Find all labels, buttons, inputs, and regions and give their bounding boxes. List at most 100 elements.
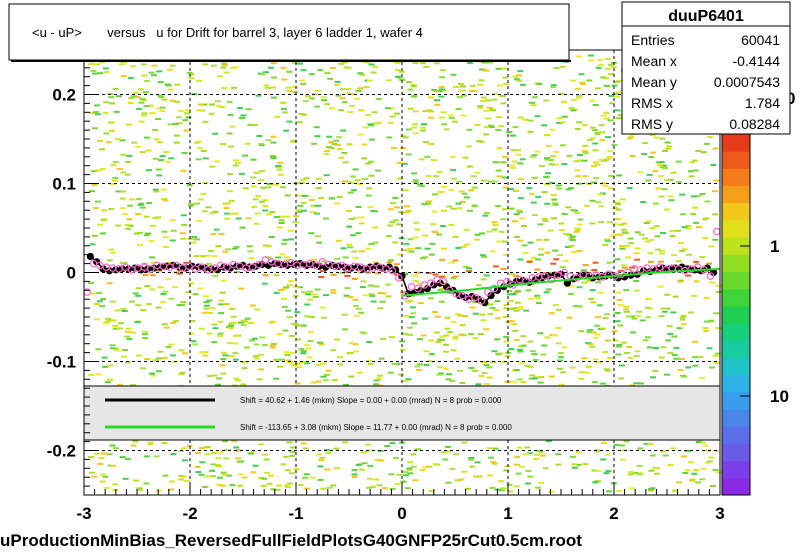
density-cell [351,250,358,253]
density-cell [503,340,510,343]
density-cell [112,327,119,330]
density-cell [399,78,406,81]
density-cell [367,449,373,452]
density-cell [220,484,227,487]
density-cell [627,473,634,476]
density-cell [489,250,496,253]
density-cell [691,472,698,475]
density-cell [561,100,568,103]
density-cell [520,381,527,384]
density-cell [626,137,633,140]
density-cell [414,228,421,231]
density-cell [127,101,134,104]
density-cell [220,143,227,146]
density-cell [648,469,655,472]
density-cell [325,451,332,454]
data-point-open [248,263,257,271]
density-cell [522,251,529,254]
density-cell [380,337,387,340]
density-cell [353,97,360,100]
density-cell [310,204,317,207]
density-cell [551,217,557,220]
density-cell [199,447,205,449]
density-cell [426,200,433,203]
density-cell [281,305,288,308]
density-cell [450,73,457,76]
density-cell [590,165,597,167]
density-cell [284,353,291,356]
density-cell [679,249,686,252]
density-cell [342,328,348,331]
density-cell [555,308,562,311]
density-cell [421,466,428,469]
density-cell [543,238,550,241]
density-cell [595,480,601,483]
stats-value: -0.4144 [733,53,781,69]
density-cell [702,218,708,221]
density-cell [715,291,722,293]
density-cell [428,353,435,355]
density-cell [216,75,223,78]
density-cell [188,202,195,205]
density-cell [486,366,493,369]
density-cell [513,369,520,371]
density-cell [324,468,331,471]
density-cell [618,245,625,248]
density-cell [334,143,341,146]
data-point-open [503,277,511,286]
density-cell [552,334,559,337]
density-cell [462,315,469,318]
density-cell [621,222,628,225]
density-cell [444,327,451,330]
density-cell [508,320,515,323]
density-cell [373,478,380,481]
density-cell [110,464,117,467]
density-cell [351,473,358,476]
density-cell [498,480,504,483]
density-cell [467,165,473,168]
density-cell [572,466,579,469]
density-cell [669,229,676,232]
density-cell [237,473,244,476]
density-cell [204,475,211,478]
density-cell [346,225,353,228]
density-cell [352,298,359,301]
density-cell [450,349,457,352]
density-cell [346,243,353,246]
density-cell [252,464,259,467]
density-cell [471,205,478,208]
density-cell [655,161,662,164]
density-cell [326,135,333,138]
density-cell [715,471,722,474]
density-cell [372,241,379,244]
density-cell [654,235,661,238]
density-cell [287,280,294,282]
density-cell [365,247,372,250]
density-cell [548,181,555,184]
density-cell [575,175,582,178]
density-cell [139,206,146,209]
colorbar-swatch [722,391,750,410]
density-cell [396,162,403,164]
density-cell [528,297,535,300]
density-cell [512,75,519,78]
density-cell [294,382,301,385]
density-cell [570,209,577,211]
density-cell [627,237,634,240]
density-cell [257,353,264,356]
density-cell [538,253,544,256]
density-cell [423,66,430,68]
density-cell [149,288,156,291]
density-cell [708,456,715,459]
density-cell [106,282,113,285]
density-cell [223,207,230,209]
density-cell [544,202,551,205]
density-cell [269,155,276,157]
density-cell [162,290,169,293]
density-cell [365,114,372,117]
density-cell [409,306,416,309]
density-cell [670,311,677,314]
density-cell [214,100,221,103]
density-cell [296,194,303,197]
density-cell [659,137,666,140]
